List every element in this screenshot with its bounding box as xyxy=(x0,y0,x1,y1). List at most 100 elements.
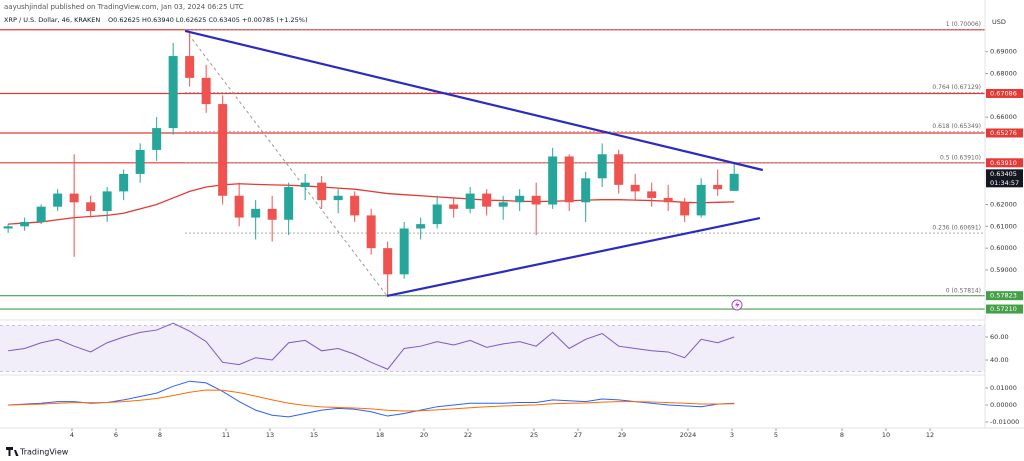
candle-body xyxy=(482,193,492,207)
candle-body xyxy=(597,154,607,179)
candle-body xyxy=(498,202,508,207)
x-tick-label: 8 xyxy=(158,431,162,439)
y-tick-label: 0.66000 xyxy=(990,113,1017,121)
candle-body xyxy=(449,204,459,209)
y-tick-label: 0.61000 xyxy=(990,222,1017,230)
candle-body xyxy=(317,182,327,201)
countdown: 01:34:57 xyxy=(990,179,1019,187)
macd-line xyxy=(8,389,735,412)
y-tick-label: 0.68000 xyxy=(990,70,1017,78)
x-tick-label: 18 xyxy=(376,431,384,439)
candle-body xyxy=(36,206,46,222)
rsi-band xyxy=(0,325,985,372)
x-tick-label: 11 xyxy=(222,431,230,439)
candle-body xyxy=(564,156,574,203)
x-tick-label: 10 xyxy=(882,431,890,439)
candle-body xyxy=(399,228,409,275)
candle-body xyxy=(86,202,96,212)
x-tick-label: 27 xyxy=(574,431,582,439)
x-tick-label: 2024 xyxy=(680,431,697,439)
x-tick-label: 13 xyxy=(266,431,274,439)
candle-body xyxy=(696,184,706,216)
y-tick-label: -0.01000 xyxy=(990,418,1019,426)
macd-line xyxy=(8,380,735,418)
price-tag-label: 0.67086 xyxy=(990,89,1017,97)
candle-body xyxy=(69,193,79,203)
candle-body xyxy=(713,184,723,190)
x-tick-label: 4 xyxy=(70,431,74,439)
candle-body xyxy=(581,178,591,203)
candle-body xyxy=(416,224,426,229)
y-tick-label: 0.59000 xyxy=(990,266,1017,274)
y-tick-label: 0.69000 xyxy=(990,48,1017,56)
candle-body xyxy=(185,56,195,78)
x-tick-label: 8 xyxy=(840,431,844,439)
candle-body xyxy=(614,154,624,185)
price-tag xyxy=(986,304,1023,314)
x-tick-label: 12 xyxy=(926,431,934,439)
candle-body xyxy=(432,204,442,225)
candle-body xyxy=(383,248,393,275)
candle-body xyxy=(680,202,690,216)
candle-body xyxy=(630,184,640,192)
candle-body xyxy=(729,173,739,191)
moving-average xyxy=(8,183,735,225)
candle-body xyxy=(20,221,30,227)
candle-body xyxy=(515,195,525,203)
ohlc-summary: O0.62625 H0.63940 L0.62625 C0.63405 +0.0… xyxy=(108,16,308,24)
x-tick-label: 5 xyxy=(774,431,778,439)
price-tag-label: 0.57210 xyxy=(990,305,1017,313)
x-tick-label: 20 xyxy=(420,431,428,439)
brand-logo xyxy=(6,447,19,456)
fib-label: 0.618 (0.65349) xyxy=(932,123,981,130)
candle-body xyxy=(531,195,541,205)
candle-body xyxy=(300,182,310,188)
fib-label: 1 (0.70006) xyxy=(946,21,981,28)
y-tick-label: 40.00 xyxy=(990,356,1009,364)
price-tag-label: 0.63910 xyxy=(990,159,1017,167)
fib-label: 0.236 (0.60691) xyxy=(932,225,981,232)
fib-label: 0.764 (0.67129) xyxy=(932,84,981,91)
price-tag xyxy=(986,291,1023,301)
price-tag xyxy=(986,169,1023,188)
price-tag xyxy=(986,128,1023,138)
x-tick-label: 15 xyxy=(310,431,318,439)
event-bolt xyxy=(735,301,740,309)
y-tick-label: 0.60000 xyxy=(990,244,1017,252)
candle-body xyxy=(234,195,244,218)
candle-body xyxy=(119,173,129,192)
y-tick-label: 60.00 xyxy=(990,333,1009,341)
trendline xyxy=(184,29,764,172)
candle-body xyxy=(465,193,475,209)
candle-body xyxy=(201,77,211,105)
fib-label: 0.5 (0.63910) xyxy=(940,154,981,161)
candle-body xyxy=(267,208,277,220)
candle-body xyxy=(284,187,294,220)
candle-body xyxy=(53,193,63,207)
price-tag-label: 0.65276 xyxy=(990,129,1017,137)
candle-body xyxy=(135,149,145,174)
x-tick-label: 25 xyxy=(530,431,538,439)
candle-body xyxy=(3,226,13,229)
x-tick-label: 29 xyxy=(618,431,626,439)
x-tick-label: 3 xyxy=(730,431,734,439)
candle-body xyxy=(647,191,657,198)
brand: TradingView xyxy=(19,448,69,457)
candle-body xyxy=(350,195,360,216)
candle-body xyxy=(152,128,162,150)
candle-body xyxy=(168,56,178,129)
candle-body xyxy=(102,191,112,212)
candle-body xyxy=(663,197,673,203)
x-tick-label: 22 xyxy=(464,431,472,439)
fib-label: 0 (0.57814) xyxy=(946,287,981,294)
y-tick-label: 0.01000 xyxy=(990,384,1017,392)
y-tick-label: 0.00000 xyxy=(990,401,1017,409)
chart-title: XRP / U.S. Dollar, 46, KRAKEN xyxy=(4,16,100,24)
candle-body xyxy=(218,104,228,196)
price-tag xyxy=(986,158,1023,168)
rsi-line xyxy=(8,322,735,370)
candle-body xyxy=(548,156,558,205)
publisher: aayushjindal published on TradingView.co… xyxy=(4,3,244,11)
